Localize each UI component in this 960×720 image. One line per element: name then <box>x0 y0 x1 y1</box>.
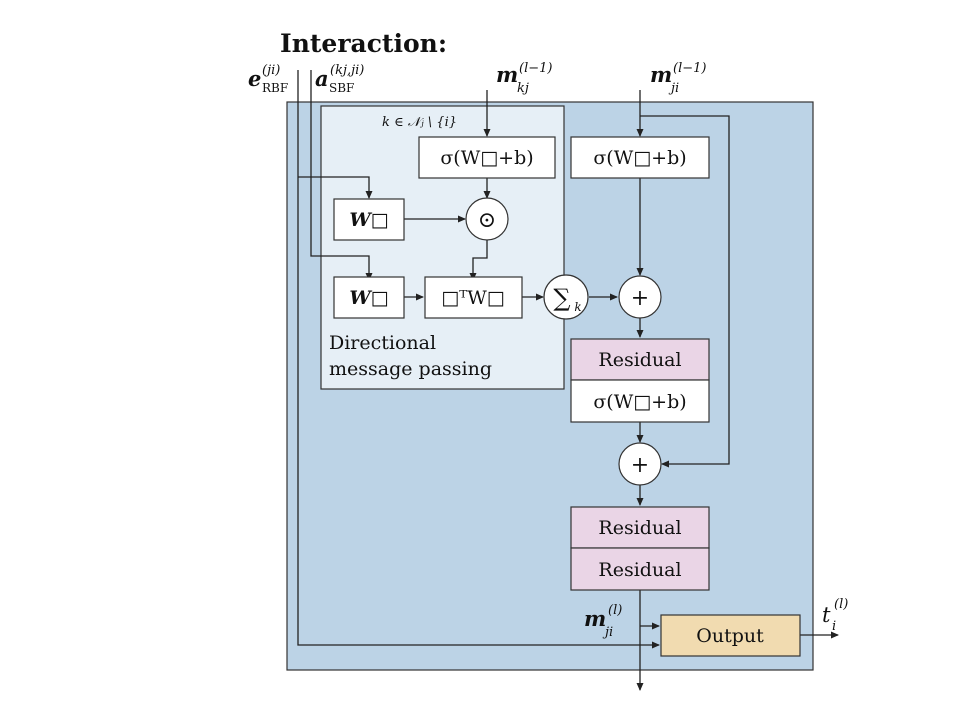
sum-k-node: ∑ k <box>543 274 589 320</box>
svg-text:Residual: Residual <box>598 349 681 371</box>
svg-text:m: m <box>584 606 606 631</box>
bilinear-block: □ᵀW□ <box>424 276 523 319</box>
connections <box>297 70 839 691</box>
plus-node-1: + <box>618 275 662 319</box>
residual-block-3: Residual <box>570 547 710 591</box>
svg-text:(ji): (ji) <box>262 63 280 78</box>
svg-text:Residual: Residual <box>598 517 681 539</box>
svg-text:+: + <box>631 453 649 478</box>
input-a-sbf: a SBF (kj,ji) <box>315 63 364 95</box>
svg-text:k: k <box>574 300 581 314</box>
dense-kj-block: σ(W□+b) <box>418 136 556 179</box>
svg-text:RBF: RBF <box>262 81 288 95</box>
svg-text:Residual: Residual <box>598 559 681 581</box>
residual-block-1: Residual <box>570 338 710 381</box>
dense-ji-block: σ(W□+b) <box>570 136 710 179</box>
dmp-set-label: k ∈ 𝒩ⱼ \ {i} <box>382 115 457 130</box>
svg-text:a: a <box>315 66 329 91</box>
svg-text:W□: W□ <box>349 209 388 231</box>
svg-text:i: i <box>832 619 836 634</box>
dmp-caption-line2: message passing <box>329 358 492 380</box>
w-sbf-block: W□ <box>333 276 405 319</box>
output-block: Output <box>660 614 801 657</box>
residual-block-2: Residual <box>570 506 710 549</box>
plus-node-2: + <box>618 442 662 486</box>
svg-text:∑: ∑ <box>553 284 570 312</box>
svg-text:⊙: ⊙ <box>478 208 496 233</box>
input-m-kj: m kj (l−1) <box>496 61 552 96</box>
svg-text:σ(W□+b): σ(W□+b) <box>593 391 686 413</box>
svg-text:(kj,ji): (kj,ji) <box>330 63 364 78</box>
svg-text:+: + <box>631 286 649 311</box>
svg-text:(l−1): (l−1) <box>519 61 552 76</box>
svg-text:W□: W□ <box>349 287 388 309</box>
output-m-ji: m ji (l) <box>584 603 622 640</box>
output-t-i: t i (l) <box>822 597 848 634</box>
input-e-rbf: e RBF (ji) <box>248 63 288 95</box>
svg-text:SBF: SBF <box>329 81 354 95</box>
svg-text:kj: kj <box>517 81 529 96</box>
svg-text:□ᵀW□: □ᵀW□ <box>441 287 504 309</box>
svg-text:(l−1): (l−1) <box>673 61 706 76</box>
svg-text:ji: ji <box>668 81 679 96</box>
dense-after-block: σ(W□+b) <box>570 379 710 423</box>
hadamard-node: ⊙ <box>465 197 509 241</box>
svg-text:m: m <box>496 62 518 87</box>
w-rbf-block: W□ <box>333 198 405 241</box>
svg-text:σ(W□+b): σ(W□+b) <box>440 147 533 169</box>
svg-text:(l): (l) <box>608 603 622 618</box>
svg-text:ji: ji <box>602 625 613 640</box>
svg-text:σ(W□+b): σ(W□+b) <box>593 147 686 169</box>
svg-text:t: t <box>822 603 831 627</box>
svg-text:Output: Output <box>696 625 764 647</box>
input-m-ji: m ji (l−1) <box>650 61 706 96</box>
svg-text:(l): (l) <box>834 597 848 612</box>
title: Interaction: <box>280 29 447 58</box>
dmp-caption-line1: Directional <box>329 332 436 354</box>
svg-text:m: m <box>650 62 672 87</box>
svg-text:e: e <box>248 66 261 91</box>
